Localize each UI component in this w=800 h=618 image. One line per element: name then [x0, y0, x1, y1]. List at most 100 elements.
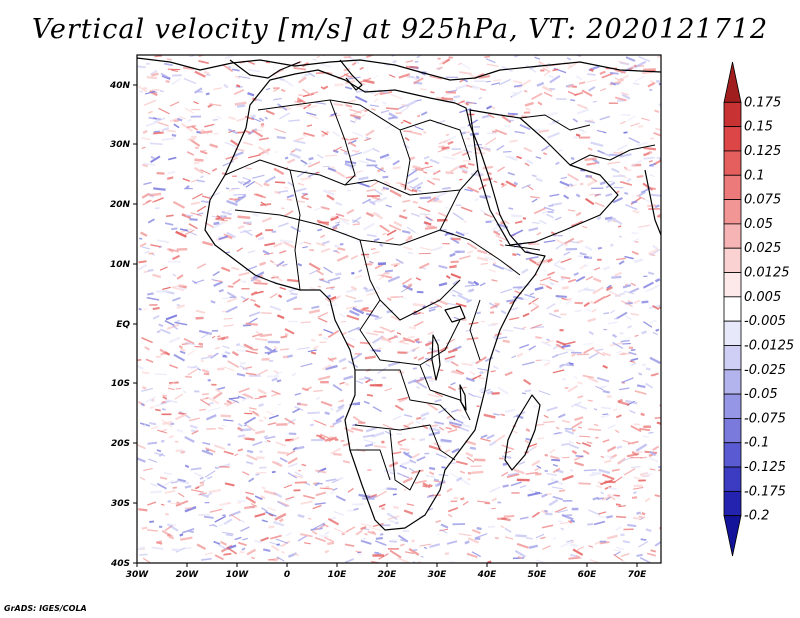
velocity-streak — [634, 240, 639, 243]
velocity-streak — [525, 471, 539, 475]
velocity-streak — [587, 73, 596, 76]
velocity-streak — [265, 151, 270, 156]
velocity-streak — [612, 341, 624, 350]
velocity-streak — [382, 175, 389, 179]
velocity-streak — [555, 426, 560, 430]
velocity-streak — [562, 474, 574, 481]
velocity-streak — [458, 533, 472, 537]
velocity-streak — [479, 370, 484, 375]
velocity-streak — [482, 177, 493, 182]
velocity-streak — [561, 286, 569, 290]
velocity-streak — [187, 118, 192, 123]
velocity-streak — [543, 91, 553, 98]
velocity-streak — [476, 526, 482, 531]
velocity-streak — [548, 312, 561, 319]
velocity-streak — [370, 248, 376, 250]
velocity-streak — [459, 71, 472, 75]
velocity-streak — [166, 129, 176, 133]
velocity-streak — [271, 393, 279, 397]
velocity-streak — [640, 538, 647, 541]
colorbar-label: -0.2 — [744, 509, 769, 524]
velocity-streak — [620, 339, 630, 343]
velocity-streak — [248, 154, 261, 159]
colorbar-swatch — [723, 515, 742, 557]
velocity-streak — [463, 149, 473, 153]
velocity-streak — [450, 361, 459, 367]
x-tick-label: 70E — [628, 570, 648, 580]
velocity-streak — [403, 414, 413, 418]
velocity-streak — [420, 111, 428, 116]
velocity-streak — [236, 84, 241, 88]
velocity-streak — [566, 539, 574, 543]
velocity-streak — [428, 466, 436, 471]
velocity-streak — [231, 350, 239, 357]
velocity-streak — [222, 160, 234, 167]
velocity-streak — [398, 341, 409, 345]
velocity-streak — [353, 299, 363, 303]
velocity-streak — [149, 192, 162, 197]
velocity-streak — [452, 289, 463, 296]
velocity-streak — [446, 338, 456, 345]
velocity-streak — [177, 478, 186, 482]
velocity-streak — [215, 346, 221, 350]
velocity-streak — [659, 404, 661, 407]
colorbar-swatch — [723, 320, 742, 346]
velocity-streak — [373, 445, 387, 449]
velocity-streak — [253, 193, 266, 199]
velocity-streak — [372, 251, 380, 255]
velocity-streak — [546, 406, 558, 412]
velocity-streak — [208, 192, 220, 199]
velocity-streak — [473, 280, 480, 286]
velocity-streak — [532, 445, 538, 449]
velocity-streak — [310, 351, 317, 355]
velocity-streak — [501, 471, 509, 477]
velocity-streak — [611, 275, 622, 279]
velocity-streak — [593, 408, 598, 411]
velocity-streak — [584, 197, 595, 206]
velocity-streak — [287, 457, 298, 465]
velocity-streak — [205, 447, 216, 453]
velocity-streak — [255, 430, 265, 435]
velocity-streak — [600, 88, 607, 92]
velocity-streak — [343, 151, 349, 156]
velocity-streak — [273, 370, 279, 374]
velocity-streak — [491, 279, 498, 282]
velocity-streak — [358, 269, 363, 273]
velocity-streak — [406, 75, 410, 79]
y-axis-labels: 40N 30N 20N 10N EQ 10S 20S 30S 40S — [109, 81, 131, 569]
velocity-streak — [308, 518, 312, 520]
velocity-streak — [424, 226, 438, 230]
velocity-streak — [257, 369, 268, 376]
velocity-streak — [489, 486, 501, 493]
velocity-streak — [453, 316, 459, 320]
velocity-streak — [590, 141, 604, 148]
velocity-streak — [273, 520, 285, 527]
velocity-streak — [311, 530, 318, 535]
velocity-streak — [260, 536, 269, 542]
velocity-streak — [566, 57, 572, 61]
velocity-streak — [307, 349, 317, 353]
velocity-streak — [403, 143, 410, 149]
velocity-streak — [226, 291, 237, 299]
velocity-streak — [315, 524, 327, 531]
velocity-streak — [263, 435, 269, 439]
velocity-streak — [433, 478, 440, 482]
velocity-streak — [546, 258, 553, 263]
velocity-streak — [411, 452, 420, 459]
velocity-streak — [426, 225, 435, 228]
velocity-streak — [242, 179, 252, 186]
velocity-streak — [514, 220, 523, 224]
velocity-streak — [327, 541, 335, 546]
velocity-streak — [194, 472, 203, 478]
velocity-streak — [648, 173, 655, 178]
velocity-streak — [194, 70, 206, 78]
velocity-streak — [374, 316, 383, 321]
velocity-streak — [264, 439, 269, 444]
velocity-streak — [167, 68, 181, 71]
velocity-streak — [154, 402, 167, 407]
velocity-streak — [617, 398, 623, 403]
velocity-streak — [213, 132, 219, 135]
velocity-streak — [373, 330, 385, 334]
velocity-streak — [392, 415, 402, 421]
velocity-streak — [597, 497, 604, 500]
